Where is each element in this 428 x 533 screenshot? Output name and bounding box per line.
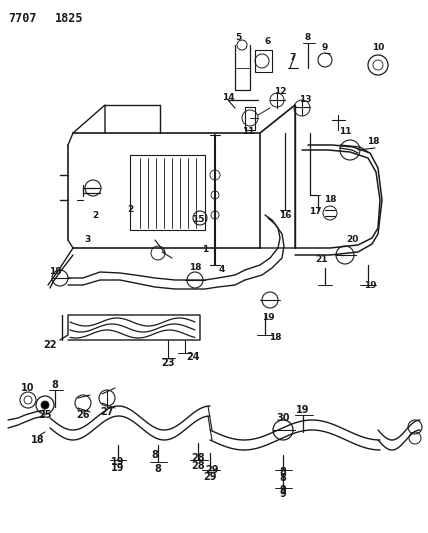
- Text: 23: 23: [161, 358, 175, 368]
- Text: 9: 9: [279, 489, 286, 499]
- Text: 1825: 1825: [55, 12, 83, 25]
- Text: 11: 11: [242, 127, 254, 136]
- Text: 15: 15: [192, 215, 204, 224]
- Text: 25: 25: [38, 410, 52, 420]
- Text: 6: 6: [265, 37, 271, 46]
- Text: 2: 2: [127, 206, 133, 214]
- Text: 11: 11: [339, 127, 351, 136]
- Circle shape: [41, 401, 49, 409]
- Text: 18: 18: [269, 334, 281, 343]
- Text: 29: 29: [203, 472, 217, 482]
- Text: 24: 24: [186, 352, 200, 362]
- Text: 30: 30: [276, 413, 290, 423]
- Text: 1: 1: [202, 246, 208, 254]
- Text: 19: 19: [111, 463, 125, 473]
- Text: 18: 18: [31, 435, 45, 445]
- Text: 13: 13: [299, 95, 311, 104]
- Text: 8: 8: [152, 450, 158, 460]
- Text: 29: 29: [205, 465, 219, 475]
- Text: 10: 10: [21, 383, 35, 393]
- Text: 2: 2: [92, 211, 98, 220]
- Text: 7: 7: [290, 52, 296, 61]
- Text: 9: 9: [322, 44, 328, 52]
- Text: 8: 8: [51, 380, 59, 390]
- Text: 28: 28: [191, 453, 205, 463]
- Text: 8: 8: [155, 464, 161, 474]
- Text: 19: 19: [296, 405, 310, 415]
- Text: 10: 10: [372, 44, 384, 52]
- Text: 8: 8: [279, 473, 286, 483]
- Text: 22: 22: [43, 340, 57, 350]
- Text: 17: 17: [309, 207, 321, 216]
- Text: 27: 27: [100, 407, 114, 417]
- Text: 3: 3: [85, 236, 91, 245]
- Text: 4: 4: [219, 265, 225, 274]
- Text: 19: 19: [262, 313, 274, 322]
- Text: 8: 8: [279, 467, 286, 477]
- Text: 9: 9: [279, 485, 286, 495]
- Text: 19: 19: [364, 280, 376, 289]
- Text: 7707: 7707: [8, 12, 36, 25]
- Text: 28: 28: [191, 461, 205, 471]
- Text: 26: 26: [76, 410, 90, 420]
- Text: 20: 20: [346, 236, 358, 245]
- Text: 5: 5: [235, 34, 241, 43]
- Text: 18: 18: [324, 196, 336, 205]
- Text: 14: 14: [222, 93, 234, 102]
- Text: 8: 8: [305, 34, 311, 43]
- Text: 16: 16: [279, 211, 291, 220]
- Text: 18: 18: [367, 138, 379, 147]
- Text: 21: 21: [316, 255, 328, 264]
- Text: 18: 18: [189, 263, 201, 272]
- Text: 12: 12: [274, 87, 286, 96]
- Text: 19: 19: [111, 457, 125, 467]
- Text: 18: 18: [49, 268, 61, 277]
